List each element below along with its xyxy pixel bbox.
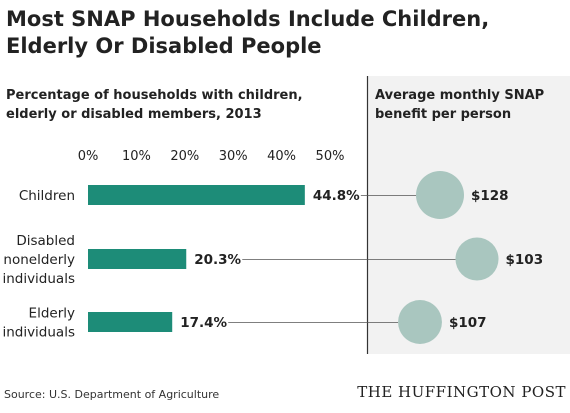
benefit-bubble xyxy=(398,300,442,344)
category-label-line: Children xyxy=(19,188,75,204)
benefit-value-label: $107 xyxy=(449,315,487,331)
bar xyxy=(88,249,187,269)
chart-title-line-1: Most SNAP Households Include Children, xyxy=(6,7,490,31)
bar xyxy=(88,312,173,332)
chart-title-line-2: Elderly Or Disabled People xyxy=(6,34,322,58)
x-tick-label: 0% xyxy=(78,149,99,164)
benefit-value-label: $103 xyxy=(506,252,544,268)
bar-value-label: 17.4% xyxy=(180,315,227,331)
x-tick-label: 40% xyxy=(267,149,296,164)
bar xyxy=(88,185,305,205)
benefit-chart-subtitle: Average monthly SNAP benefit per person xyxy=(375,88,545,122)
bar-value-label: 44.8% xyxy=(313,188,360,204)
x-tick-label: 50% xyxy=(316,149,345,164)
bar-chart-subtitle: Percentage of households with children, … xyxy=(6,88,303,122)
x-tick-label: 30% xyxy=(219,149,248,164)
category-label-line: individuals xyxy=(2,271,75,287)
source-note: Source: U.S. Department of Agriculture xyxy=(4,388,220,401)
right-panel-background xyxy=(367,76,570,354)
category-label: Children xyxy=(19,188,75,204)
x-tick-label: 10% xyxy=(122,149,151,164)
x-tick-label: 20% xyxy=(170,149,199,164)
category-label-line: Disabled xyxy=(16,233,75,249)
category-label: Elderly individuals xyxy=(2,306,75,341)
category-label-line: nonelderly xyxy=(3,252,75,268)
benefit-bubble xyxy=(455,237,499,281)
category-label-line: individuals xyxy=(2,325,75,341)
category-label: Disabled nonelderly individuals xyxy=(2,233,75,287)
category-label-line: Elderly xyxy=(29,306,75,322)
benefit-value-label: $128 xyxy=(471,188,509,204)
chart-title: Most SNAP Households Include Children, E… xyxy=(6,6,566,60)
bar-value-label: 20.3% xyxy=(194,252,241,268)
benefit-bubble xyxy=(416,171,464,219)
brand-logo: THE HUFFINGTON POST xyxy=(357,383,566,401)
